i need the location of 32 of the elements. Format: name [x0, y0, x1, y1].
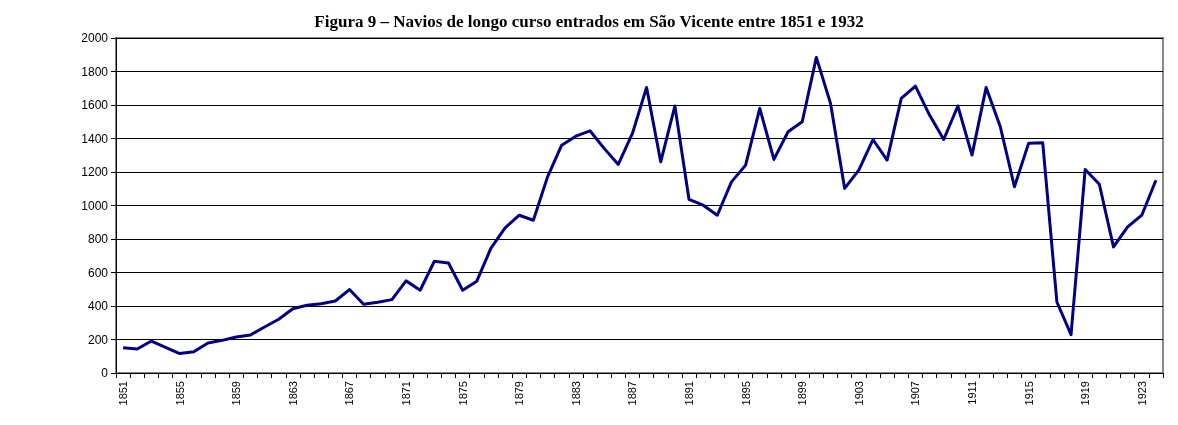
x-tick-label: 1871 [400, 381, 413, 406]
x-tick-label: 1879 [513, 381, 526, 406]
y-tick-label: 2000 [81, 31, 109, 45]
x-tick-label: 1867 [343, 381, 356, 406]
y-tick-label: 1800 [81, 64, 109, 79]
x-tick-label: 1887 [626, 381, 639, 406]
x-tick-label: 1859 [230, 381, 243, 406]
x-tick-label: 1855 [173, 381, 186, 406]
y-tick-label: 200 [87, 332, 109, 347]
x-tick-label: 1923 [1135, 381, 1148, 406]
y-tick-label: 1200 [81, 165, 109, 179]
y-tick-label: 1000 [81, 198, 109, 213]
y-tick-label: 0 [101, 366, 109, 380]
y-tick-label: 400 [87, 299, 109, 313]
x-tick-label: 1891 [683, 381, 696, 406]
x-tick-label: 1899 [796, 381, 809, 406]
x-tick-label: 1851 [117, 381, 130, 406]
line-series [121, 55, 1158, 356]
x-tick-label: 1883 [569, 381, 582, 406]
x-tick-label: 1915 [1022, 381, 1035, 406]
x-tick-label: 1875 [456, 381, 469, 406]
x-tick-label: 1895 [739, 381, 752, 406]
x-tick-label: 1911 [965, 381, 978, 405]
y-tick-label: 1600 [81, 98, 109, 112]
x-tick-label: 1919 [1079, 381, 1092, 406]
chart-title: Figura 9 – Navios de longo curso entrados em São Vicente entre 1851 e 1932 [314, 12, 864, 31]
x-tick-label: 1907 [909, 381, 922, 406]
y-tick-label: 600 [87, 265, 109, 280]
x-tick-label: 1863 [286, 381, 299, 406]
y-tick-label: 800 [87, 232, 109, 246]
y-tick-label: 1400 [81, 131, 109, 146]
x-tick-label: 1903 [852, 381, 865, 406]
